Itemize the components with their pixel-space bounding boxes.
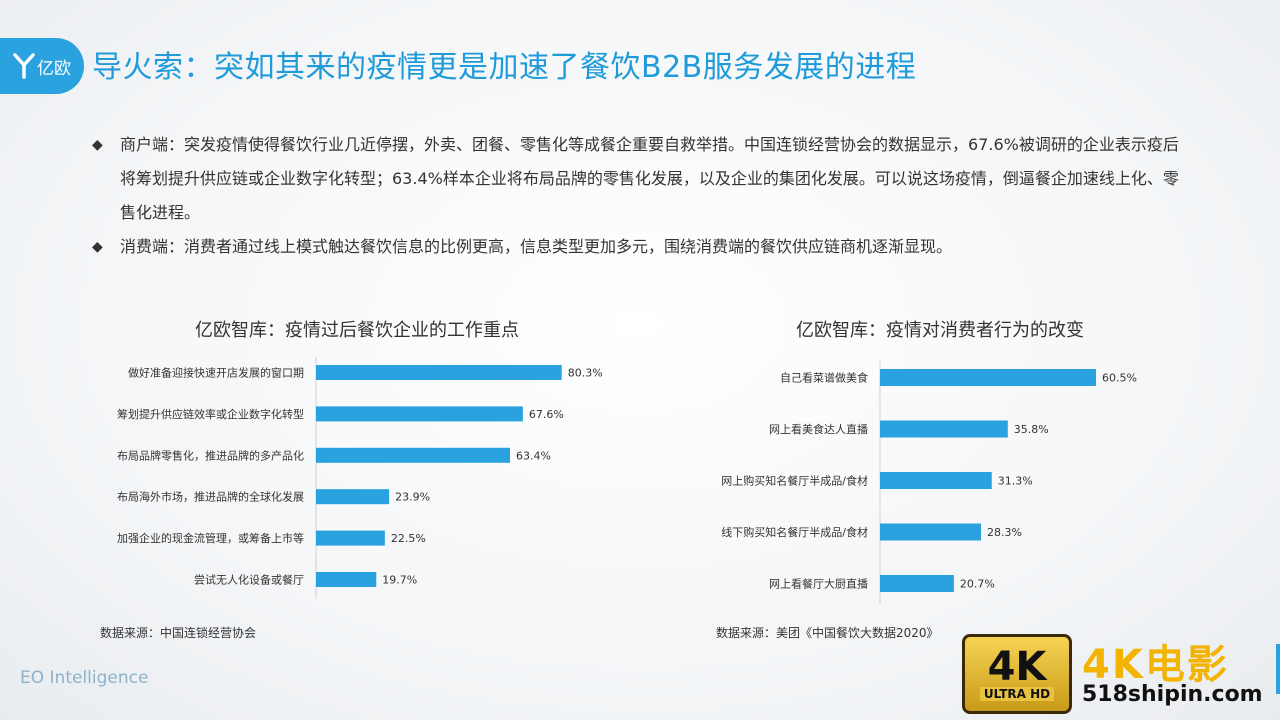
category-label: 尝试无人化设备或餐厅 [194,573,304,587]
value-label: 31.3% [998,475,1033,488]
chart-1-source: 数据来源：中国连锁经营协会 [100,626,257,640]
category-label: 布局品牌零售化，推进品牌的多产品化 [117,448,304,462]
value-label: 28.3% [987,526,1022,539]
category-label: 自己看菜谱做美食 [780,371,868,385]
bar [316,447,511,463]
bar [316,365,562,380]
category-label: 布局海外市场，推进品牌的全球化发展 [117,490,304,504]
bullet-text: 消费端：消费者通过线上模式触达餐饮信息的比例更高，信息类型更加多元，围绕消费端的… [120,237,953,256]
footer-brand: EO Intelligence [20,668,149,688]
category-label: 做好准备迎接快速开店发展的窗口期 [128,366,304,380]
chart-1-title: 亿欧智库：疫情过后餐饮企业的工作重点 [195,320,519,341]
yiou-logo: 亿欧 [0,38,84,94]
page-title: 导火索：突如其来的疫情更是加速了餐饮B2B服务发展的进程 [92,50,917,85]
category-label: 加强企业的现金流管理，或筹备上市等 [117,531,304,545]
category-label: 线下购买知名餐厅半成品/食材 [721,525,868,539]
value-label: 60.5% [1102,372,1137,385]
chart-2-title: 亿欧智库：疫情对消费者行为的改变 [796,320,1084,341]
chart-2-source: 数据来源：美团《中国餐饮大数据2020》 [716,626,939,640]
watermark-url: 518shipin.com [1082,682,1263,707]
diamond-bullet-icon: ◆ [92,239,103,255]
value-label: 23.9% [395,491,430,504]
bar [880,420,1008,438]
bar [316,489,390,505]
value-label: 20.7% [960,578,995,591]
value-label: 80.3% [568,367,603,380]
watermark-badge: 4K ULTRA HD [962,634,1072,714]
diamond-bullet-icon: ◆ [92,137,103,153]
bullet-consumer: ◆ 消费端：消费者通过线上模式触达餐饮信息的比例更高，信息类型更加多元，围绕消费… [92,230,1192,264]
bullet-list: ◆ 商户端：突发疫情使得餐饮行业几近停摆，外卖、团餐、零售化等成餐企重要自救举措… [92,128,1192,264]
category-label: 网上看美食达人直播 [769,422,868,436]
bullet-text: 商户端：突发疫情使得餐饮行业几近停摆，外卖、团餐、零售化等成餐企重要自救举措。中… [120,135,1179,222]
bar [880,369,1096,386]
chart-1-enterprise-priorities: 做好准备迎接快速开店发展的窗口期 80.3% 筹划提升供应链效率或企业数字化转型 67… [117,357,603,599]
bar [316,406,523,422]
watermark-badge-big: 4K [987,644,1047,690]
bar [880,523,982,541]
logo-y-icon [13,53,35,79]
category-label: 筹划提升供应链效率或企业数字化转型 [117,407,304,421]
chart-2-consumer-behavior: 自己看菜谱做美食 60.5% 网上看美食达人直播 35.8% 网上购买知名餐厅半成品/食… [721,361,1137,604]
bar [316,530,385,546]
logo-text: 亿欧 [37,58,71,79]
category-label: 网上看餐厅大厨直播 [769,577,868,591]
watermark: 4K ULTRA HD 4K电影 518shipin.com [958,632,1274,716]
watermark-badge-small: ULTRA HD [979,687,1055,701]
bar [880,472,992,489]
bar [316,572,377,587]
category-label: 网上购买知名餐厅半成品/食材 [721,474,868,488]
bar [880,575,954,592]
value-label: 35.8% [1014,423,1049,436]
bullet-merchant: ◆ 商户端：突发疫情使得餐饮行业几近停摆，外卖、团餐、零售化等成餐企重要自救举措… [92,128,1192,230]
value-label: 67.6% [529,408,564,421]
edge-accent-bar [1276,644,1280,694]
watermark-name: 4K电影 [1082,642,1229,688]
value-label: 22.5% [391,532,426,545]
value-label: 63.4% [516,449,551,462]
value-label: 19.7% [382,574,417,587]
